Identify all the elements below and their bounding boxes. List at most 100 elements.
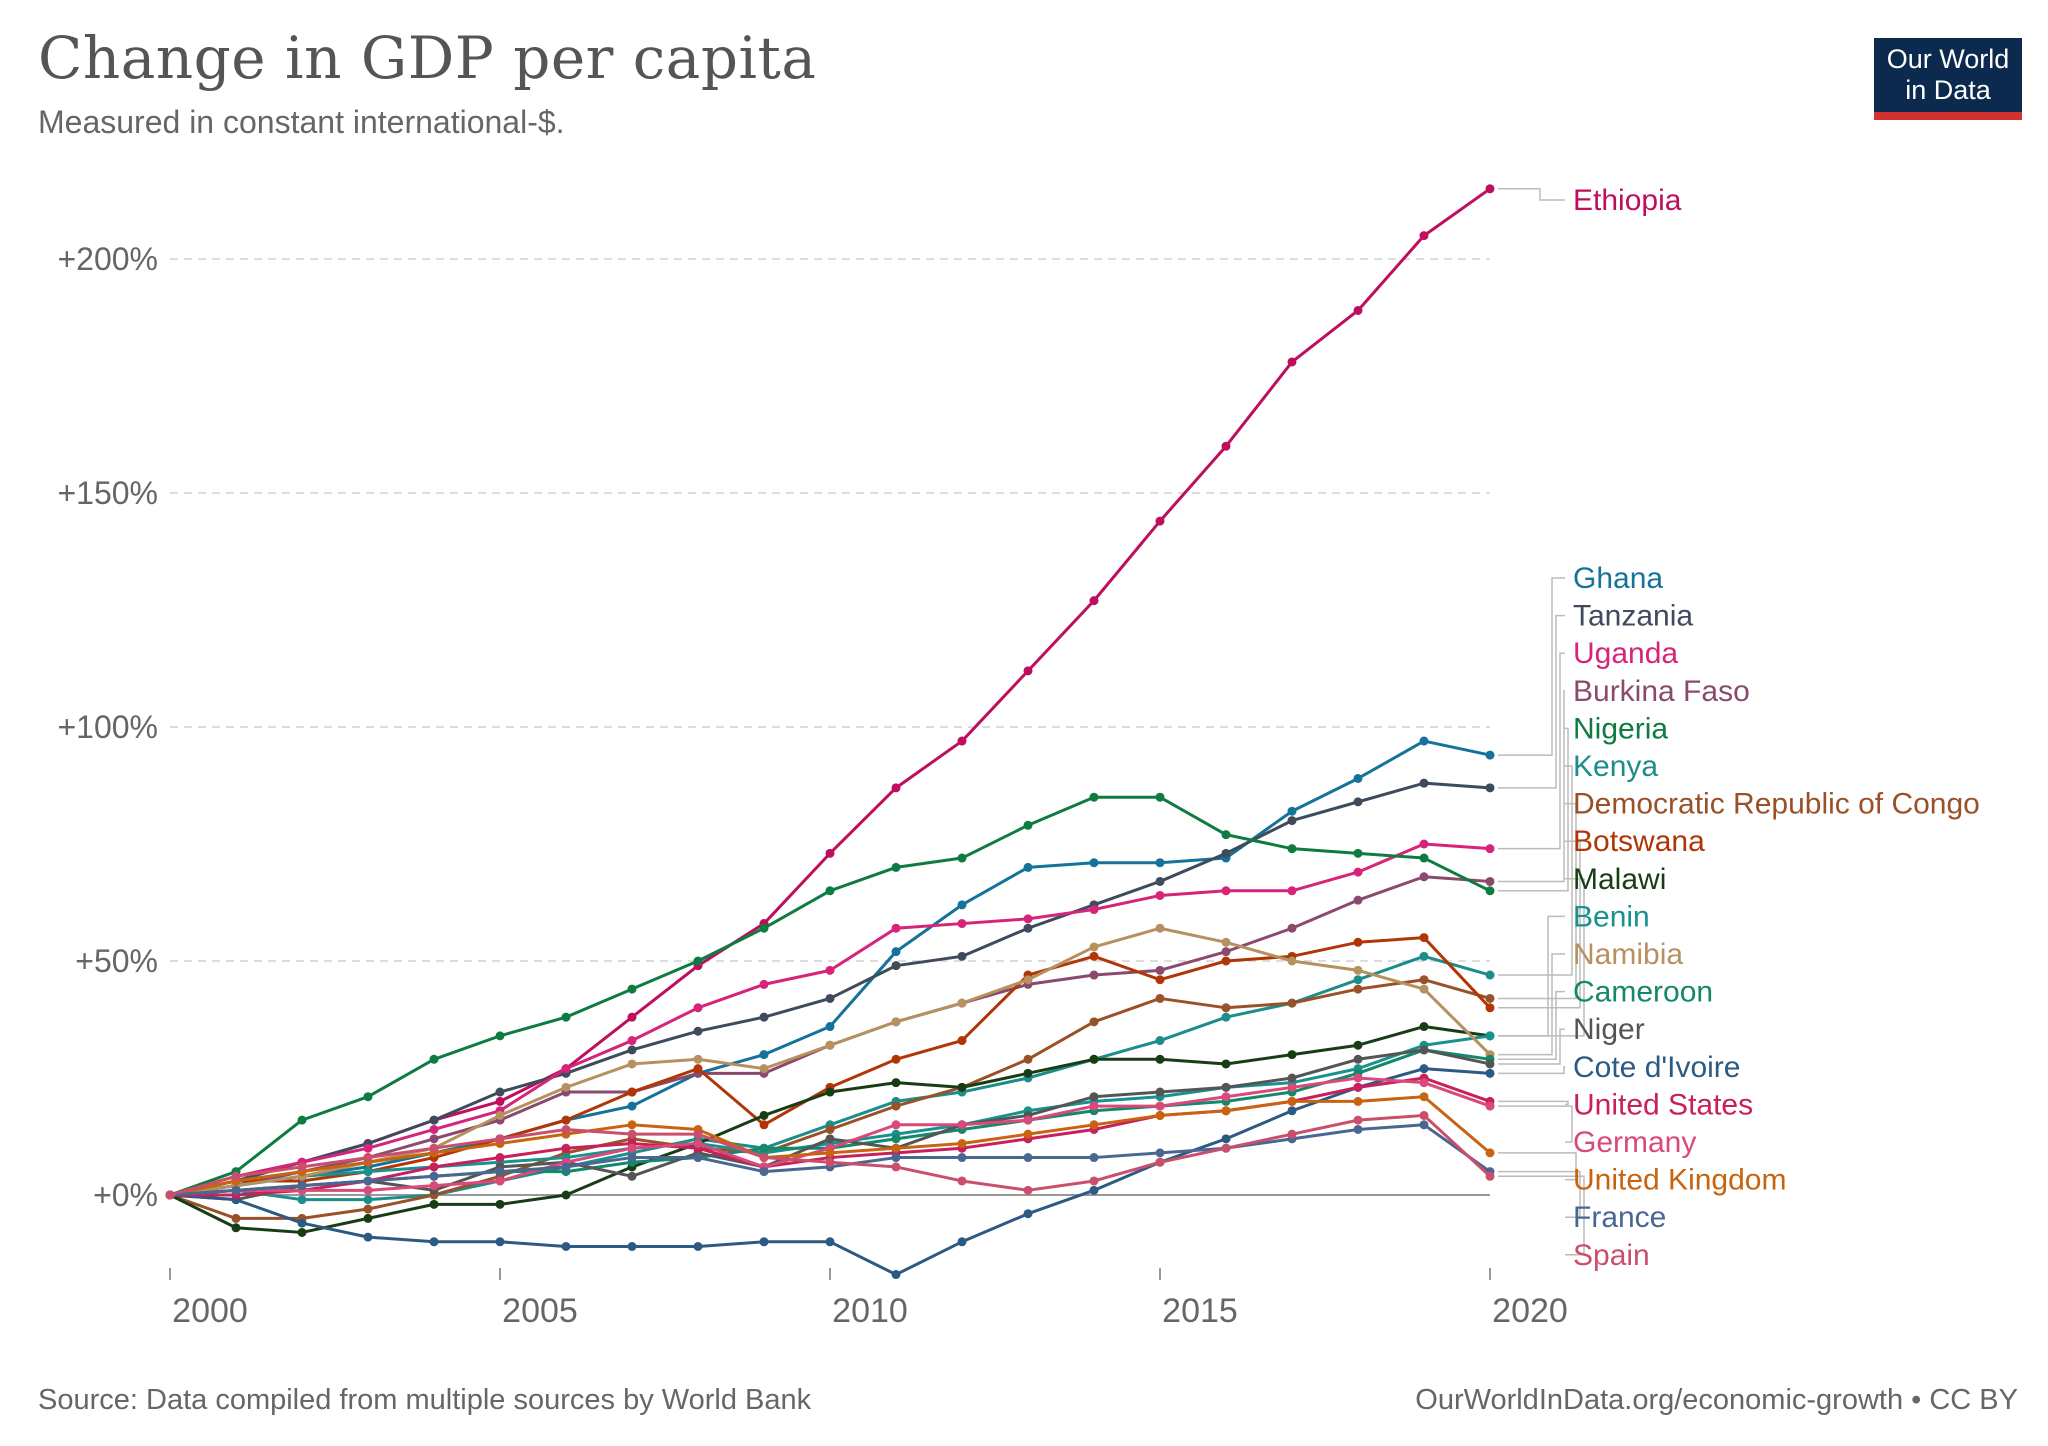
y-axis-ticks: +0% +50% +100% +150% +200% <box>57 241 158 1213</box>
data-point <box>891 1017 901 1027</box>
data-point <box>627 1241 637 1251</box>
data-point <box>1287 1082 1297 1092</box>
data-point <box>627 1171 637 1181</box>
data-point <box>1353 1040 1363 1050</box>
data-point <box>1485 886 1495 896</box>
data-point <box>1485 844 1495 854</box>
leader-line-germany <box>1498 1105 1573 1143</box>
data-point <box>1155 1036 1165 1046</box>
data-point <box>1485 1148 1495 1158</box>
data-point <box>1287 1096 1297 1106</box>
y-tick-label: +0% <box>93 1177 158 1213</box>
data-point <box>297 1181 307 1191</box>
data-point <box>1089 1054 1099 1064</box>
data-point <box>1023 862 1033 872</box>
data-point <box>627 1087 637 1097</box>
data-point <box>363 1213 373 1223</box>
data-point <box>759 1143 769 1153</box>
data-point <box>1353 984 1363 994</box>
data-point <box>1023 914 1033 924</box>
data-point <box>1221 1106 1231 1116</box>
data-point <box>825 848 835 858</box>
legend-labels: Ethiopia Ghana Tanzania Uganda Burkina Faso N… <box>1573 184 1980 1272</box>
data-point <box>1155 1110 1165 1120</box>
data-point <box>825 965 835 975</box>
data-point <box>825 1087 835 1097</box>
data-point <box>1221 947 1231 957</box>
data-point <box>1089 1017 1099 1027</box>
data-point <box>1155 923 1165 933</box>
x-tick-label: 2010 <box>832 1292 908 1330</box>
data-point <box>1221 848 1231 858</box>
data-point <box>1089 951 1099 961</box>
data-point <box>1419 1120 1429 1130</box>
data-point <box>759 1012 769 1022</box>
data-point <box>429 1237 439 1247</box>
data-point <box>627 1012 637 1022</box>
series-lines <box>165 184 1495 1280</box>
data-point <box>297 1162 307 1172</box>
data-point <box>1155 1101 1165 1111</box>
data-point <box>957 736 967 746</box>
data-point <box>429 1124 439 1134</box>
data-point <box>1221 956 1231 966</box>
source-note: Source: Data compiled from multiple sour… <box>38 1384 812 1416</box>
data-point <box>561 1082 571 1092</box>
data-point <box>1287 357 1297 367</box>
data-point <box>1287 886 1297 896</box>
legend-label-united-states: United States <box>1573 1088 1753 1121</box>
data-point <box>1221 1082 1231 1092</box>
data-point <box>1353 1115 1363 1125</box>
series-cote-d-ivoire <box>165 1064 1495 1280</box>
legend-label-cameroon: Cameroon <box>1573 976 1713 1009</box>
data-point <box>495 1110 505 1120</box>
data-point <box>1353 895 1363 905</box>
data-point <box>1287 923 1297 933</box>
leader-line-botswana <box>1498 840 1581 1009</box>
credit-link[interactable]: OurWorldInData.org/economic-growth • CC … <box>1415 1384 2018 1416</box>
data-point <box>1221 830 1231 840</box>
data-point <box>429 1115 439 1125</box>
data-point <box>1353 773 1363 783</box>
data-point <box>1023 1185 1033 1195</box>
data-point <box>429 1134 439 1144</box>
data-point <box>627 1120 637 1130</box>
data-point <box>891 1143 901 1153</box>
data-point <box>1023 1209 1033 1219</box>
data-point <box>1155 975 1165 985</box>
data-point <box>1023 1153 1033 1163</box>
data-point <box>957 900 967 910</box>
data-point <box>627 1101 637 1111</box>
data-point <box>1287 1073 1297 1083</box>
data-point <box>1089 970 1099 980</box>
data-point <box>1089 905 1099 915</box>
data-point <box>891 1054 901 1064</box>
data-point <box>1485 1171 1495 1181</box>
data-point <box>759 923 769 933</box>
data-point <box>231 1213 241 1223</box>
data-point <box>1221 937 1231 947</box>
data-point <box>561 1124 571 1134</box>
data-point <box>1287 1050 1297 1060</box>
data-point <box>1353 975 1363 985</box>
series-tanzania <box>165 778 1495 1200</box>
data-point <box>1155 993 1165 1003</box>
legend-label-tanzania: Tanzania <box>1573 600 1693 633</box>
data-point <box>693 1064 703 1074</box>
legend-label-france: France <box>1573 1201 1666 1234</box>
legend-label-niger: Niger <box>1573 1013 1645 1046</box>
data-point <box>1353 1124 1363 1134</box>
data-point <box>1089 792 1099 802</box>
data-point <box>957 1176 967 1186</box>
data-point <box>165 1190 175 1200</box>
data-point <box>297 1115 307 1125</box>
logo-line-2: in Data <box>1905 75 1991 105</box>
data-point <box>693 1026 703 1036</box>
data-point <box>363 1176 373 1186</box>
data-point <box>561 1064 571 1074</box>
owid-logo[interactable]: Our World in Data <box>1874 38 2022 120</box>
leader-line-benin <box>1498 915 1565 1037</box>
legend-label-uganda: Uganda <box>1573 637 1678 670</box>
data-point <box>1155 890 1165 900</box>
